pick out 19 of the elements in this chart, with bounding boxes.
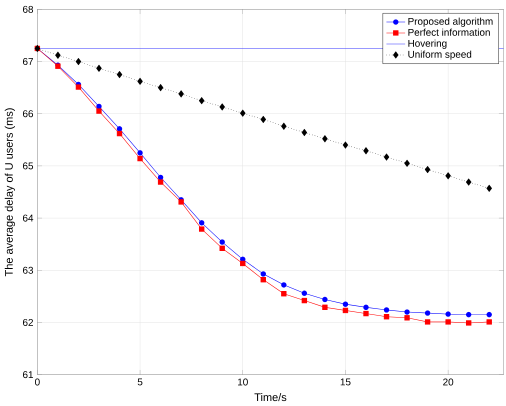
legend-label: Perfect information [408,28,490,36]
y-tick-label: 65 [23,162,34,170]
y-tick-label: 67 [23,58,33,66]
legend-label: Hovering [408,40,446,49]
x-tick-label: 15 [340,378,351,386]
x-tick-label: 5 [138,378,142,386]
x-axis-title: Time/s [254,393,286,402]
y-tick-label: 64 [23,214,34,222]
y-tick-label: 61 [23,371,34,378]
x-tick-label: 20 [443,378,454,386]
y-tick-label: 66 [23,110,34,118]
y-axis-title: The average delay of U users (ms) [4,108,15,276]
y-tick-label: 68 [23,6,34,13]
x-tick-label: 10 [238,378,248,386]
legend-label: Proposed algorithm [408,18,493,27]
y-tick-label: 63 [23,266,34,274]
y-tick-label: 62 [23,319,33,326]
x-tick-label: 0 [35,378,40,386]
legend-label: Uniform speed [408,50,472,60]
